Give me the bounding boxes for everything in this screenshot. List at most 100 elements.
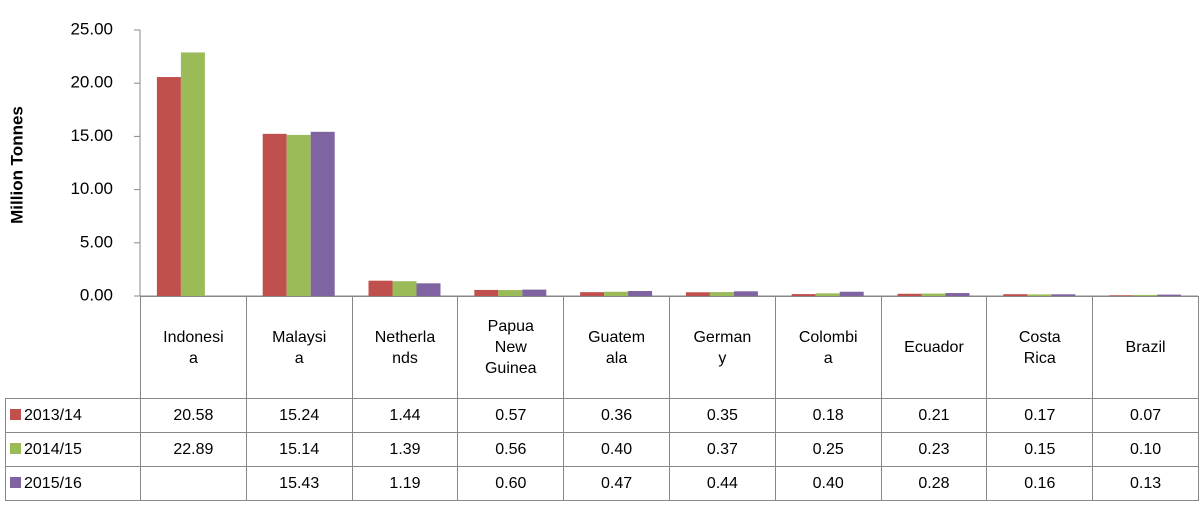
x-tick-label: Netherlands <box>374 328 436 367</box>
x-tick-label: Malaysia <box>272 328 327 367</box>
bar <box>839 291 864 296</box>
y-tick-label: 25.00 <box>70 19 113 38</box>
table-value-cell: 0.21 <box>880 398 988 433</box>
table-value-cell: 0.23 <box>880 432 988 467</box>
x-tick-label: Germany <box>693 328 752 367</box>
table-value-cell <box>140 466 247 501</box>
bar <box>310 131 335 296</box>
bar <box>286 134 311 296</box>
table-value-cell: 22.89 <box>140 432 247 467</box>
bar <box>262 133 287 296</box>
bar <box>156 77 181 296</box>
bar <box>1051 294 1076 296</box>
y-tick-label: 10.00 <box>70 179 113 198</box>
bar <box>474 289 499 296</box>
table-category-cell: Ecuador <box>880 296 988 399</box>
table-value-cell: 0.16 <box>986 466 1094 501</box>
bar <box>604 291 629 296</box>
legend-label: 2015/16 <box>24 474 82 492</box>
legend-swatch <box>10 442 21 454</box>
legend-label: 2014/15 <box>24 440 82 458</box>
table-category-cell: Papua New Guinea <box>457 296 565 399</box>
bar <box>1027 294 1052 296</box>
table-category-cell: Germany <box>668 296 776 399</box>
table-value-cell: 0.36 <box>563 398 670 433</box>
table-value-cell: 1.44 <box>351 398 459 433</box>
table-value-cell: 1.19 <box>351 466 459 501</box>
table-value-cell: 0.28 <box>880 466 988 501</box>
bar <box>416 283 441 296</box>
table-value-cell: 0.35 <box>668 398 776 433</box>
table-category-cell: Costa Rica <box>986 296 1094 399</box>
table-value-cell: 0.18 <box>774 398 882 433</box>
legend-cell: 2015/16 <box>5 466 141 501</box>
x-tick-label: Colombia <box>798 328 858 367</box>
bar <box>945 293 970 296</box>
table-category-cell: Colombia <box>774 296 882 399</box>
table-value-cell: 0.56 <box>457 432 565 467</box>
legend-label: 2013/14 <box>24 406 82 424</box>
bar <box>522 289 547 296</box>
table-category-cell: Netherlands <box>351 296 459 399</box>
table-header-row: Indonesia Malaysia Netherlands Papua New Gu… <box>5 296 1199 399</box>
x-tick-label: Indonesia <box>163 328 224 367</box>
table-value-cell: 15.14 <box>245 432 353 467</box>
bar <box>368 280 393 296</box>
bar <box>180 52 205 296</box>
table-value-cell: 1.39 <box>351 432 459 467</box>
bar <box>628 290 653 296</box>
bar <box>1003 294 1028 296</box>
table-value-cell: 0.40 <box>774 466 882 501</box>
bar <box>791 294 816 296</box>
table-value-cell: 0.25 <box>774 432 882 467</box>
legend-cell: 2013/14 <box>5 398 141 433</box>
table-row: 2013/14 20.58 15.24 1.44 0.57 0.36 0.35 0.18 0.2… <box>5 398 1199 433</box>
bar <box>815 293 840 296</box>
y-tick-label: 20.00 <box>70 73 113 92</box>
table-row: 2015/16 15.43 1.19 0.60 0.47 0.44 0.40 0.28 0.16… <box>5 466 1199 501</box>
table-value-cell: 15.43 <box>245 466 353 501</box>
x-tick-label: Ecuador <box>904 339 964 356</box>
table-category-cell: Indonesia <box>140 296 247 399</box>
table-row: 2014/15 22.89 15.14 1.39 0.56 0.40 0.37 0.25 0.2… <box>5 432 1199 467</box>
bar <box>897 293 922 296</box>
bar <box>392 281 417 296</box>
bar <box>580 292 605 296</box>
x-tick-label: Costa Rica <box>1018 328 1061 367</box>
table-value-cell: 0.44 <box>668 466 776 501</box>
y-tick-label: 15.00 <box>70 126 113 145</box>
y-axis-title: Million Tonnes <box>7 106 26 224</box>
legend-swatch <box>10 476 21 488</box>
table-category-cell: Malaysia <box>245 296 353 399</box>
x-tick-label: Brazil <box>1125 339 1166 356</box>
y-tick-label: 5.00 <box>80 232 113 251</box>
bar <box>685 292 710 296</box>
x-tick-label: Papua New Guinea <box>484 318 537 377</box>
table-value-cell: 0.15 <box>986 432 1094 467</box>
bar <box>921 293 946 296</box>
legend-cell: 2014/15 <box>5 432 141 467</box>
table-value-cell: 20.58 <box>140 398 247 433</box>
bar <box>498 290 523 296</box>
table-category-cell: Brazil <box>1092 296 1199 399</box>
table-value-cell: 0.47 <box>563 466 670 501</box>
x-tick-label: Guatemala <box>588 328 646 367</box>
table-value-cell: 0.10 <box>1092 432 1199 467</box>
bar <box>1157 294 1182 296</box>
table-value-cell: 0.13 <box>1092 466 1199 501</box>
table-value-cell: 0.57 <box>457 398 565 433</box>
table-value-cell: 0.60 <box>457 466 565 501</box>
table-value-cell: 0.17 <box>986 398 1094 433</box>
bar <box>709 292 734 296</box>
table-value-cell: 0.37 <box>668 432 776 467</box>
table-corner <box>5 296 141 399</box>
data-table: Indonesia Malaysia Netherlands Papua New Gu… <box>5 296 1199 501</box>
bar <box>733 291 758 296</box>
bar <box>1109 295 1134 296</box>
legend-swatch <box>10 408 21 420</box>
bar <box>1133 294 1158 296</box>
table-value-cell: 0.07 <box>1092 398 1199 433</box>
table-value-cell: 15.24 <box>245 398 353 433</box>
table-category-cell: Guatemala <box>563 296 670 399</box>
